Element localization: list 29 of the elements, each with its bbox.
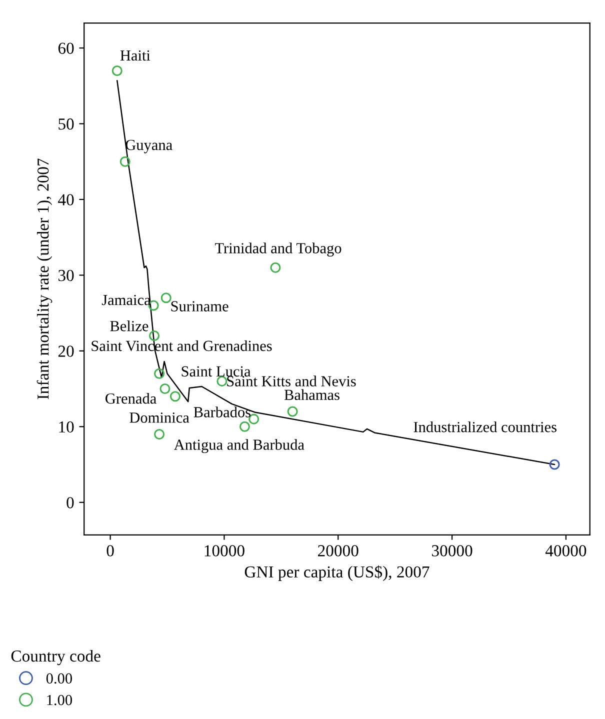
y-tick-label: 40: [58, 194, 74, 206]
y-tick-label: 50: [58, 118, 74, 130]
annotation: Antigua and Barbuda: [174, 439, 304, 454]
legend-title: Country code: [11, 650, 100, 666]
annotation: Industrialized countries: [414, 421, 556, 432]
annotation: Bahamas: [284, 389, 340, 400]
x-tick-label: 10000: [204, 545, 244, 556]
y-tick-label: 10: [59, 421, 74, 433]
annotation: Grenada: [106, 392, 156, 404]
x-tick-label: 30000: [432, 545, 472, 556]
annotation: Saint Kitts and Nevis: [227, 376, 356, 386]
x-axis-title: GNI per capita (US$), 2007: [244, 565, 430, 581]
y-tick-label: 0: [66, 497, 74, 508]
y-tick-label: 20: [58, 346, 74, 357]
annotation: Saint Lucia: [182, 366, 251, 377]
x-tick-label: 0: [106, 545, 114, 556]
annotation: Suriname: [171, 301, 228, 312]
y-tick-label: 30: [58, 270, 74, 282]
annotation: Trinidad and Tobago: [214, 242, 342, 257]
legend-label: 1.00: [47, 694, 72, 706]
annotation: Barbados: [194, 406, 250, 418]
legend-label: 0.00: [46, 673, 72, 684]
annotation: Belize: [110, 320, 148, 332]
x-tick-label: 20000: [318, 545, 358, 556]
annotation: Haiti: [120, 50, 150, 61]
annotation: Dominica: [130, 412, 190, 423]
x-tick-label: 40000: [545, 545, 586, 556]
y-axis-title: Infant mortality rate (under 1), 2007: [36, 158, 52, 400]
y-tick-label: 60: [58, 42, 74, 54]
